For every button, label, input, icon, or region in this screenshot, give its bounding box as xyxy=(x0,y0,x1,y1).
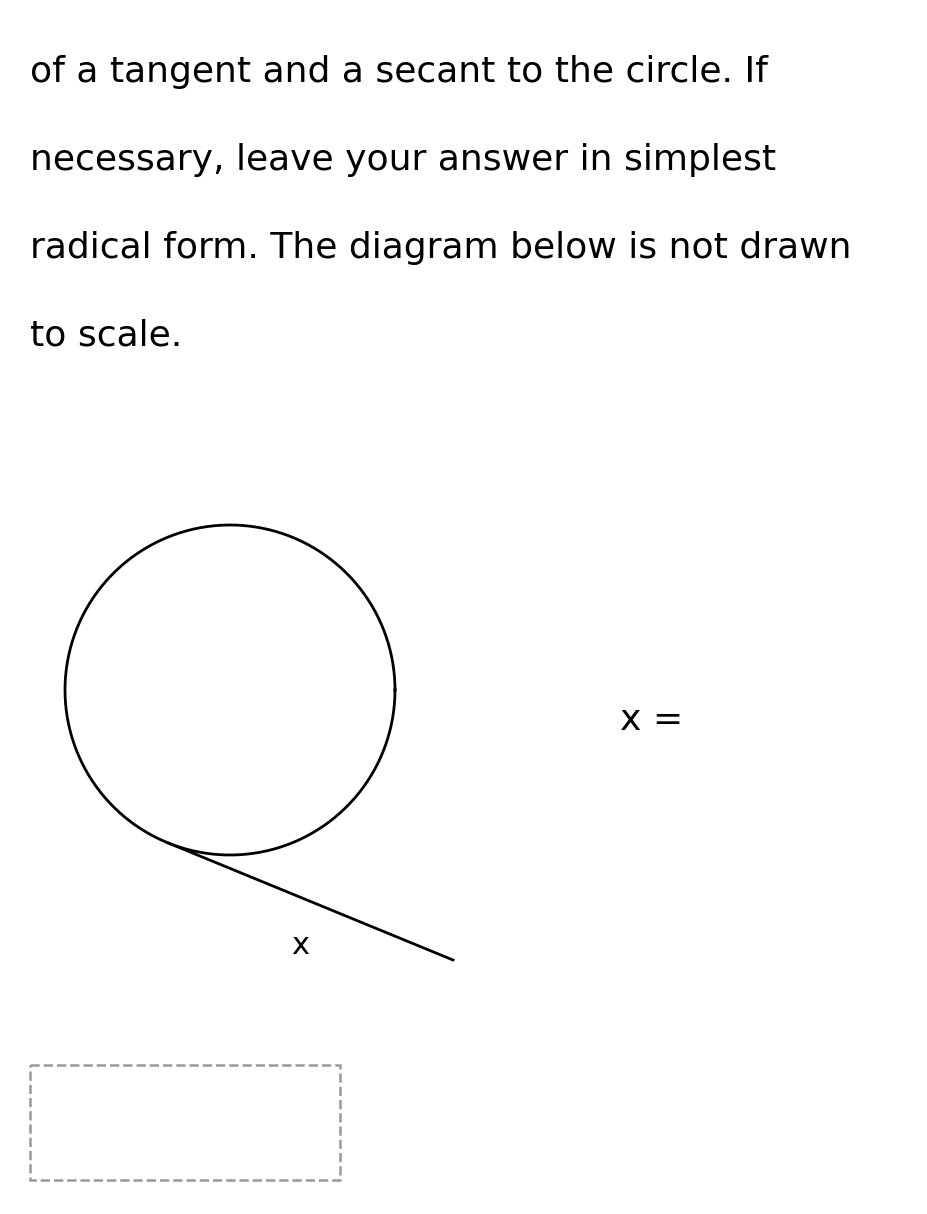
Text: radical form. The diagram below is not drawn: radical form. The diagram below is not d… xyxy=(30,231,852,265)
Bar xyxy=(30,1065,340,1180)
Text: of a tangent and a secant to the circle. If: of a tangent and a secant to the circle.… xyxy=(30,55,768,89)
Text: x: x xyxy=(291,931,309,960)
Text: necessary, leave your answer in simplest: necessary, leave your answer in simplest xyxy=(30,143,776,177)
Text: to scale.: to scale. xyxy=(30,319,183,353)
Text: x =: x = xyxy=(620,703,683,737)
